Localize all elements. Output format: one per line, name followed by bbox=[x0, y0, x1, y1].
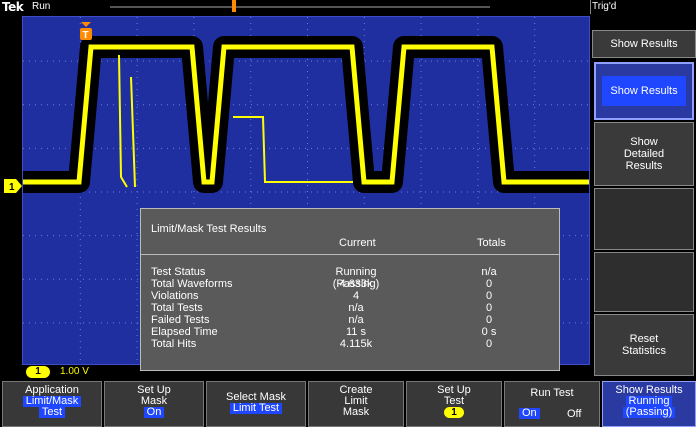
channel-1-trace bbox=[23, 44, 589, 188]
show-results-value-2: (Passing) bbox=[622, 407, 676, 418]
row-totals: 0 bbox=[485, 314, 493, 326]
side-menu-title: Show Results bbox=[592, 30, 696, 58]
show-detailed-line-3: Results bbox=[625, 160, 663, 172]
results-title: Limit/Mask Test Results bbox=[151, 223, 267, 235]
side-blank-slot bbox=[594, 252, 694, 312]
application-value-2: Test bbox=[38, 407, 66, 418]
row-label: Failed Tests bbox=[151, 314, 210, 326]
row-current: n/a bbox=[348, 314, 364, 326]
show-results-label: Show Results bbox=[615, 384, 683, 396]
trigger-marker-icon[interactable]: T bbox=[80, 22, 92, 44]
results-divider bbox=[141, 254, 559, 255]
row-totals: n/a bbox=[481, 266, 497, 278]
show-detailed-line-1: Show bbox=[630, 136, 658, 148]
trigger-marker-label: T bbox=[83, 30, 89, 41]
show-detailed-results-button[interactable]: Show Detailed Results bbox=[594, 122, 694, 186]
select-mask-value: Limit Test bbox=[229, 403, 283, 414]
setup-test-line-2: Test bbox=[443, 395, 465, 407]
side-blank-slot bbox=[594, 188, 694, 250]
row-label: Total Hits bbox=[151, 338, 197, 350]
show-results-button[interactable]: Show Results Running (Passing) bbox=[602, 381, 696, 427]
setup-mask-line-1: Set Up bbox=[137, 384, 171, 396]
row-totals: 0 bbox=[485, 338, 493, 350]
setup-test-channel-badge: 1 bbox=[444, 407, 464, 418]
results-row: Elapsed Time 11 s 0 s bbox=[141, 326, 559, 338]
record-length-bar bbox=[110, 6, 490, 8]
channel-1-scale[interactable]: 1 1.00 V bbox=[22, 365, 102, 379]
run-test-off[interactable]: Off bbox=[567, 408, 582, 420]
channel-1-scale-value: 1.00 V bbox=[60, 366, 89, 377]
create-line-2: Limit bbox=[344, 395, 368, 407]
application-value-1: Limit/Mask bbox=[22, 396, 82, 407]
setup-mask-value: On bbox=[143, 407, 165, 418]
row-totals: 0 s bbox=[481, 326, 497, 338]
row-totals: 0 bbox=[485, 302, 493, 314]
application-label: Application bbox=[25, 384, 79, 396]
row-current: 4.633k bbox=[339, 278, 373, 290]
results-row: Total Waveforms 4.633k 0 bbox=[141, 278, 559, 290]
tek-logo: Tek bbox=[2, 0, 24, 14]
status-divider bbox=[590, 0, 591, 14]
select-mask-label: Select Mask bbox=[226, 391, 286, 403]
trigger-state: Trig'd bbox=[592, 1, 617, 12]
row-label: Elapsed Time bbox=[151, 326, 218, 338]
channel-1-marker-icon[interactable]: 1 bbox=[4, 179, 22, 193]
row-current: 4.115k bbox=[339, 338, 373, 350]
waveform-display bbox=[23, 36, 589, 193]
create-line-1: Create bbox=[339, 384, 373, 396]
results-row: Test Status Running (Passing) n/a bbox=[141, 266, 559, 290]
results-row: Failed Tests n/a 0 bbox=[141, 314, 559, 326]
setup-test-button[interactable]: Set Up Test 1 bbox=[406, 381, 502, 427]
results-row: Total Tests n/a 0 bbox=[141, 302, 559, 314]
row-current: n/a bbox=[348, 302, 364, 314]
row-current: Running (Passing) bbox=[332, 266, 380, 290]
run-test-label: Run Test bbox=[530, 387, 574, 399]
application-button[interactable]: Application Limit/Mask Test bbox=[2, 381, 102, 427]
run-state: Run bbox=[32, 1, 51, 12]
column-current: Current bbox=[339, 237, 376, 249]
channel-1-marker-label: 1 bbox=[9, 182, 15, 193]
run-test-button[interactable]: Run Test On Off bbox=[504, 381, 600, 427]
run-test-on[interactable]: On bbox=[519, 408, 540, 419]
row-label: Total Waveforms bbox=[151, 278, 233, 290]
row-label: Violations bbox=[151, 290, 199, 302]
setup-mask-line-2: Mask bbox=[140, 395, 168, 407]
row-totals: 0 bbox=[485, 290, 493, 302]
column-totals: Totals bbox=[477, 237, 506, 249]
trigger-position-icon bbox=[232, 0, 236, 12]
results-row: Violations 4 0 bbox=[141, 290, 559, 302]
reset-line-2: Statistics bbox=[621, 345, 666, 357]
setup-test-line-1: Set Up bbox=[437, 384, 471, 396]
limit-mask-results-panel: Limit/Mask Test Results Current Totals T… bbox=[140, 208, 560, 371]
setup-mask-button[interactable]: Set Up Mask On bbox=[104, 381, 204, 427]
row-current: 11 s bbox=[346, 326, 366, 338]
show-results-value-1: Running bbox=[625, 396, 673, 407]
create-limit-mask-button[interactable]: Create Limit Mask bbox=[308, 381, 404, 427]
row-label: Test Status bbox=[151, 266, 206, 278]
show-detailed-line-2: Detailed bbox=[623, 148, 665, 160]
reset-line-1: Reset bbox=[629, 333, 659, 345]
select-mask-button[interactable]: Select Mask Limit Test bbox=[206, 381, 306, 427]
row-label: Total Tests bbox=[151, 302, 203, 314]
row-current: 4 bbox=[352, 290, 360, 302]
row-totals: 0 bbox=[485, 278, 493, 290]
status-bar: Tek Run Trig'd bbox=[0, 0, 696, 14]
show-results-highlight: Show Results bbox=[602, 76, 686, 106]
channel-1-badge: 1 bbox=[26, 366, 50, 378]
limit-mask bbox=[23, 36, 589, 193]
results-row: Total Hits 4.115k 0 bbox=[141, 338, 559, 350]
reset-statistics-button[interactable]: Reset Statistics bbox=[594, 314, 694, 376]
side-show-results-button[interactable]: Show Results bbox=[594, 62, 694, 120]
create-line-3: Mask bbox=[342, 406, 370, 418]
